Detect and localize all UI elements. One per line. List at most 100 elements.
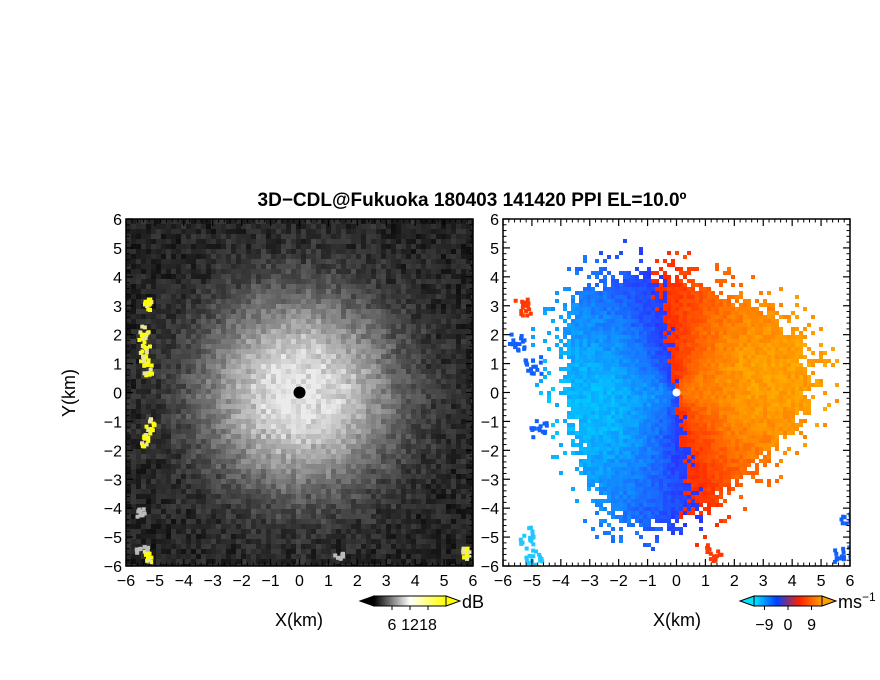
snr-cell <box>231 264 236 269</box>
snr-cell <box>401 339 406 344</box>
snr-cell <box>161 294 166 299</box>
snr-cell <box>426 274 431 279</box>
snr-cell <box>326 354 331 359</box>
snr-cell <box>286 359 291 364</box>
snr-cell <box>166 444 171 449</box>
high-snr-echo <box>146 297 151 302</box>
snr-cell <box>321 394 326 399</box>
snr-cell <box>451 334 456 339</box>
snr-cell <box>301 504 306 509</box>
snr-cell <box>256 224 261 229</box>
snr-cell <box>401 334 406 339</box>
snr-cell <box>186 434 191 439</box>
snr-cell <box>436 414 441 419</box>
snr-cell <box>171 219 176 224</box>
snr-cell <box>326 339 331 344</box>
snr-cell <box>426 269 431 274</box>
snr-cell <box>416 414 421 419</box>
snr-cell <box>276 219 281 224</box>
snr-cell <box>411 309 416 314</box>
snr-cell <box>186 564 191 566</box>
snr-cell <box>261 439 266 444</box>
snr-cell <box>271 294 276 299</box>
snr-cell <box>366 454 371 459</box>
snr-cell <box>446 319 451 324</box>
snr-cell <box>376 304 381 309</box>
snr-cell <box>316 289 321 294</box>
snr-cell <box>381 559 386 564</box>
snr-cell <box>136 334 141 339</box>
snr-cell <box>236 384 241 389</box>
snr-cell <box>456 389 461 394</box>
high-snr-echo <box>144 333 149 338</box>
snr-cell <box>336 564 341 566</box>
snr-cell <box>281 299 286 304</box>
snr-cell <box>136 479 141 484</box>
snr-cell <box>311 344 316 349</box>
snr-cell <box>471 424 473 429</box>
snr-cell <box>341 264 346 269</box>
snr-cell <box>386 274 391 279</box>
snr-cell <box>276 424 281 429</box>
snr-cell <box>256 554 261 559</box>
snr-cell <box>286 234 291 239</box>
snr-cell <box>161 479 166 484</box>
snr-cell <box>171 534 176 539</box>
snr-cell <box>456 319 461 324</box>
snr-cell <box>131 354 136 359</box>
snr-cell <box>256 384 261 389</box>
snr-cell <box>241 384 246 389</box>
snr-cell <box>386 459 391 464</box>
snr-cell <box>341 424 346 429</box>
snr-cell <box>271 219 276 224</box>
snr-cell <box>311 299 316 304</box>
snr-cell <box>336 244 341 249</box>
snr-cell <box>226 334 231 339</box>
snr-cell <box>381 449 386 454</box>
snr-cell <box>406 544 411 549</box>
snr-cell <box>126 479 131 484</box>
high-snr-echo <box>139 359 144 364</box>
snr-cell <box>456 529 461 534</box>
snr-cell <box>241 544 246 549</box>
snr-cell <box>311 234 316 239</box>
snr-cell <box>256 369 261 374</box>
snr-cell <box>366 434 371 439</box>
snr-cell <box>206 484 211 489</box>
snr-cell <box>176 524 181 529</box>
snr-cell <box>181 444 186 449</box>
snr-cell <box>351 479 356 484</box>
snr-cell <box>266 494 271 499</box>
snr-cell <box>271 354 276 359</box>
snr-cell <box>221 359 226 364</box>
snr-cell <box>371 229 376 234</box>
snr-cell <box>181 314 186 319</box>
snr-cell <box>251 354 256 359</box>
snr-cell <box>436 384 441 389</box>
snr-cell <box>236 244 241 249</box>
snr-cell <box>446 534 451 539</box>
snr-cell <box>426 319 431 324</box>
snr-cell <box>201 529 206 534</box>
snr-cell <box>371 244 376 249</box>
snr-cell <box>156 304 161 309</box>
snr-cell <box>411 494 416 499</box>
snr-cell <box>201 294 206 299</box>
snr-cell <box>421 229 426 234</box>
snr-cell <box>396 394 401 399</box>
snr-cell <box>306 259 311 264</box>
snr-cell <box>411 354 416 359</box>
snr-cell <box>221 409 226 414</box>
snr-cell <box>181 334 186 339</box>
high-snr-echo <box>144 373 149 378</box>
snr-cell <box>321 354 326 359</box>
snr-cell <box>161 309 166 314</box>
snr-cell <box>391 239 396 244</box>
snr-cell <box>391 319 396 324</box>
snr-cell <box>321 249 326 254</box>
snr-cell <box>281 419 286 424</box>
snr-cell <box>441 459 446 464</box>
snr-cell <box>136 239 141 244</box>
snr-cell <box>151 559 156 564</box>
snr-cell <box>426 379 431 384</box>
